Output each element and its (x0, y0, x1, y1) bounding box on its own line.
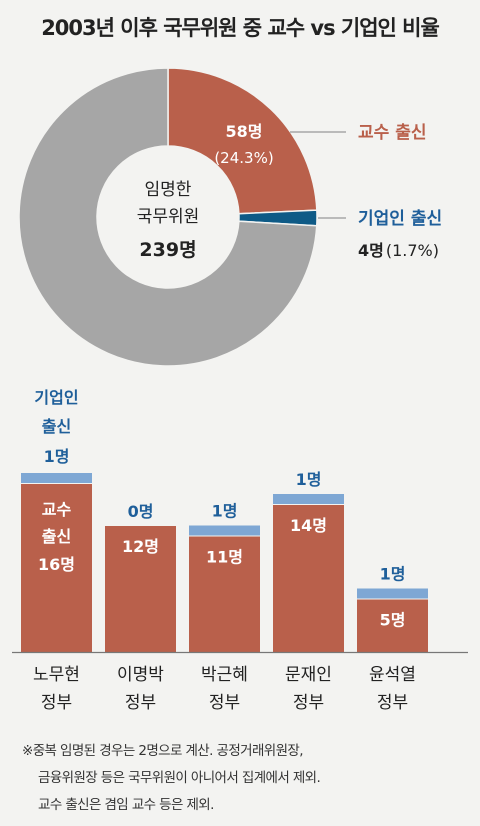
bar-professor (21, 484, 92, 652)
bar-label: 기업인 (34, 388, 78, 407)
bar-value-label: 11명 (206, 548, 243, 567)
bar-business (357, 588, 428, 599)
bar-professor (105, 526, 176, 652)
footnote-line: 금융위원장 등은 국무위원이 아니어서 집계에서 제외. (38, 770, 321, 786)
bar-label: 교수 (42, 500, 72, 519)
pie-slice-value-label: 4명 (1.7%) (358, 241, 439, 260)
pie-center-label: 임명한 (145, 180, 192, 200)
bar-value-label: 16명 (38, 555, 75, 574)
bar-value-label: 1명 (212, 502, 238, 521)
bar-label: 출신 (42, 527, 71, 546)
footnote: ※중복 임명된 경우는 2명으로 계산. 공정거래위원장, 금융위원장 등은 국… (22, 738, 472, 819)
pie-center-label: 국무위원 (137, 207, 200, 227)
bar-value-label: 12명 (122, 537, 159, 556)
pie-slice-percent: (1.7%) (386, 241, 439, 260)
bar-business (21, 473, 92, 483)
bar-value-label: 14명 (290, 516, 327, 535)
pie-slice-name-label: 교수 출신 (358, 123, 426, 143)
bar-label: 출신 (42, 417, 71, 436)
x-tick-label: 이명박 (117, 665, 164, 685)
x-tick-label: 정부 (209, 693, 240, 713)
footnote-line: 교수 출신은 겸임 교수 등은 제외. (38, 797, 214, 813)
pie-slice (167, 67, 318, 215)
x-tick-label: 정부 (377, 693, 408, 713)
x-tick-label: 정부 (41, 693, 72, 713)
x-tick-label: 노무현 (33, 665, 80, 685)
x-tick-label: 박근혜 (201, 665, 248, 685)
bar-value-label: 1명 (380, 565, 406, 584)
bar-professor (189, 536, 260, 652)
footnote-line: ※중복 임명된 경우는 2명으로 계산. 공정거래위원장, (22, 743, 304, 759)
pie-slice (18, 67, 318, 367)
bar-business (189, 525, 260, 536)
pie-slice-name-label: 기업인 출신 (358, 209, 442, 229)
pie-slice-count: 4명 (358, 241, 384, 260)
pie-slice-percent-label: (24.3%) (214, 149, 273, 167)
chart-title: 2003년 이후 국무위원 중 교수 vs 기업인 비율 (41, 16, 440, 40)
pie-center-total: 239명 (139, 239, 196, 261)
bar-business (273, 494, 344, 504)
x-tick-label: 윤석열 (369, 665, 416, 685)
x-tick-label: 정부 (293, 693, 324, 713)
pie-slice-value-label: 58명 (226, 122, 263, 141)
bar-value-label: 1명 (44, 447, 70, 466)
bar-value-label: 5명 (380, 611, 406, 630)
bar-value-label: 0명 (128, 502, 154, 521)
bar-professor (273, 505, 344, 652)
x-tick-label: 정부 (125, 693, 156, 713)
x-tick-label: 문재인 (285, 665, 332, 685)
bar-professor (357, 599, 428, 652)
bar-value-label: 1명 (296, 470, 322, 489)
